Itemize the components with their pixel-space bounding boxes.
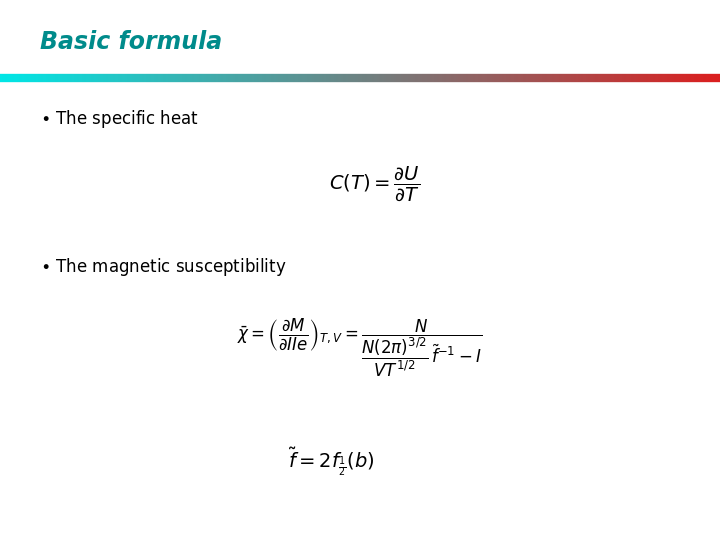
Text: Basic formula: Basic formula xyxy=(40,30,222,53)
Text: $\bullet$ The specific heat: $\bullet$ The specific heat xyxy=(40,108,199,130)
Text: $\tilde{f} = 2f_{\frac{1}{2}}(b)$: $\tilde{f} = 2f_{\frac{1}{2}}(b)$ xyxy=(288,446,374,478)
Text: $\bullet$ The magnetic susceptibility: $\bullet$ The magnetic susceptibility xyxy=(40,256,286,279)
Text: $C(T) = \dfrac{\partial U}{\partial T}$: $C(T) = \dfrac{\partial U}{\partial T}$ xyxy=(329,165,420,203)
Text: $\bar{\chi} = \left(\dfrac{\partial M}{\partial \mathit{IIe}}\right)_{T,V} = \df: $\bar{\chi} = \left(\dfrac{\partial M}{\… xyxy=(238,316,482,379)
